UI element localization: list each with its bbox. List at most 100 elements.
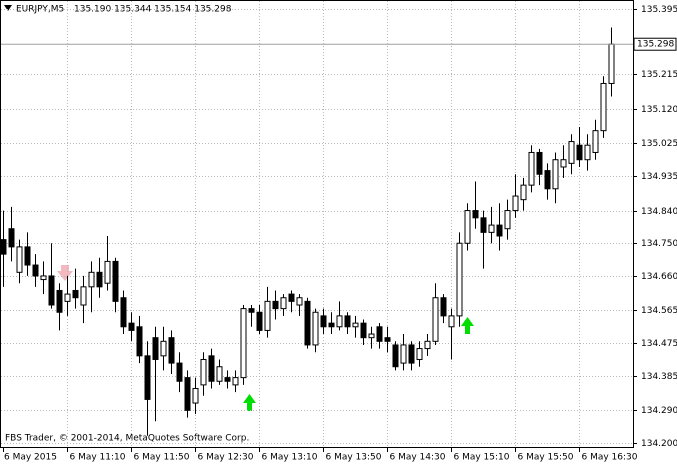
- candle-body: [208, 355, 215, 382]
- candle-body: [536, 151, 543, 175]
- candle-body: [216, 366, 223, 382]
- candle-body: [24, 246, 31, 266]
- candle-body: [352, 322, 359, 328]
- candle-body: [40, 275, 47, 281]
- x-tick-label: 6 May 11:50: [134, 453, 190, 463]
- candle-body: [416, 348, 423, 360]
- x-tick-label: 6 May 16:30: [582, 453, 638, 463]
- candle-body: [424, 340, 431, 350]
- candle-body: [264, 300, 271, 331]
- candle-body: [552, 159, 559, 190]
- candle-body: [600, 82, 607, 132]
- candle-body: [512, 195, 519, 212]
- candle-body: [256, 311, 263, 331]
- y-tick-label: 134.660: [641, 272, 677, 282]
- candle-body: [280, 297, 287, 310]
- candle-body: [560, 159, 567, 168]
- candle-body: [528, 151, 535, 186]
- candle-body: [304, 300, 311, 346]
- plot-frame: [0, 0, 634, 448]
- sell-arrow: [57, 265, 73, 281]
- candle-body: [480, 217, 487, 233]
- candle-body: [0, 239, 7, 255]
- candle-body: [144, 355, 151, 400]
- x-tick-label: 6 May 11:10: [70, 453, 126, 463]
- buy-arrow: [243, 394, 256, 411]
- candle-body: [320, 315, 327, 328]
- last-price-label: 135.298: [637, 40, 674, 50]
- candle-body: [184, 377, 191, 411]
- candle-body: [112, 260, 119, 302]
- candle-body: [48, 275, 55, 306]
- candle-body: [448, 315, 455, 328]
- candle-body: [384, 337, 391, 342]
- candle-body: [272, 300, 279, 310]
- candle-body: [328, 322, 335, 328]
- candle-body: [488, 224, 495, 233]
- y-tick-label: 134.935: [641, 172, 677, 182]
- candle-body: [240, 308, 247, 379]
- y-tick-label: 134.200: [641, 439, 677, 449]
- quote: 135.190 135.344 135.154 135.298: [74, 5, 232, 15]
- candle-body: [152, 337, 159, 360]
- candle-body: [576, 144, 583, 161]
- candle-body: [336, 315, 343, 328]
- candle-body: [32, 264, 39, 277]
- y-tick-label: 134.750: [641, 239, 677, 249]
- y-tick-label: 134.565: [641, 306, 677, 316]
- candle-body: [408, 344, 415, 364]
- candle-body: [64, 293, 71, 302]
- candle-body: [440, 297, 447, 317]
- y-tick-label: 135.120: [641, 105, 677, 115]
- candle-body: [136, 326, 143, 357]
- candle-body: [368, 333, 375, 339]
- candle-body: [224, 377, 231, 382]
- x-tick-label: 6 May 14:30: [390, 453, 446, 463]
- candle-body: [200, 358, 207, 386]
- x-tick-label: 6 May 15:10: [454, 453, 510, 463]
- x-tick-label: 6 May 2015: [4, 453, 57, 463]
- candle-body: [344, 315, 351, 328]
- x-tick-label: 6 May 12:30: [198, 453, 254, 463]
- y-tick-label: 135.395: [641, 5, 677, 15]
- candle-body: [464, 210, 471, 244]
- candle-body: [168, 337, 175, 364]
- candle-body: [248, 308, 255, 313]
- y-tick-label: 134.840: [641, 207, 677, 217]
- y-tick-label: 134.385: [641, 372, 677, 382]
- candle-body: [8, 228, 15, 248]
- last-price-box: [633, 37, 677, 51]
- candle-body: [376, 326, 383, 342]
- candle-body: [608, 43, 615, 84]
- x-tick-label: 6 May 13:50: [326, 453, 382, 463]
- candle-body: [472, 210, 479, 219]
- candle-body: [504, 210, 511, 230]
- candle-body: [432, 297, 439, 342]
- y-tick-label: 135.215: [641, 70, 677, 80]
- candle-body: [312, 311, 319, 346]
- candle-body: [456, 242, 463, 317]
- footer: FBS Trader, © 2001-2014, MetaQuotes Soft…: [5, 434, 249, 444]
- candle-body: [192, 388, 199, 404]
- candle-body: [160, 340, 167, 357]
- buy-arrow: [461, 317, 474, 334]
- candle-body: [128, 322, 135, 331]
- candle-body: [584, 144, 591, 161]
- y-tick-label: 135.025: [641, 139, 677, 149]
- x-tick-label: 6 May 15:50: [518, 453, 574, 463]
- menu-icon[interactable]: [4, 5, 12, 11]
- candle-body: [520, 184, 527, 201]
- candle-body: [400, 344, 407, 364]
- y-tick-label: 134.290: [641, 406, 677, 416]
- candle-body: [72, 289, 79, 299]
- candle-body: [96, 271, 103, 288]
- candle-body: [568, 141, 575, 164]
- candle-body: [392, 344, 399, 368]
- candle-body: [592, 130, 599, 153]
- candle-body: [288, 293, 295, 302]
- candle-body: [360, 322, 367, 339]
- y-tick-label: 134.475: [641, 339, 677, 349]
- candle-body: [544, 170, 551, 190]
- x-tick-label: 6 May 13:10: [262, 453, 318, 463]
